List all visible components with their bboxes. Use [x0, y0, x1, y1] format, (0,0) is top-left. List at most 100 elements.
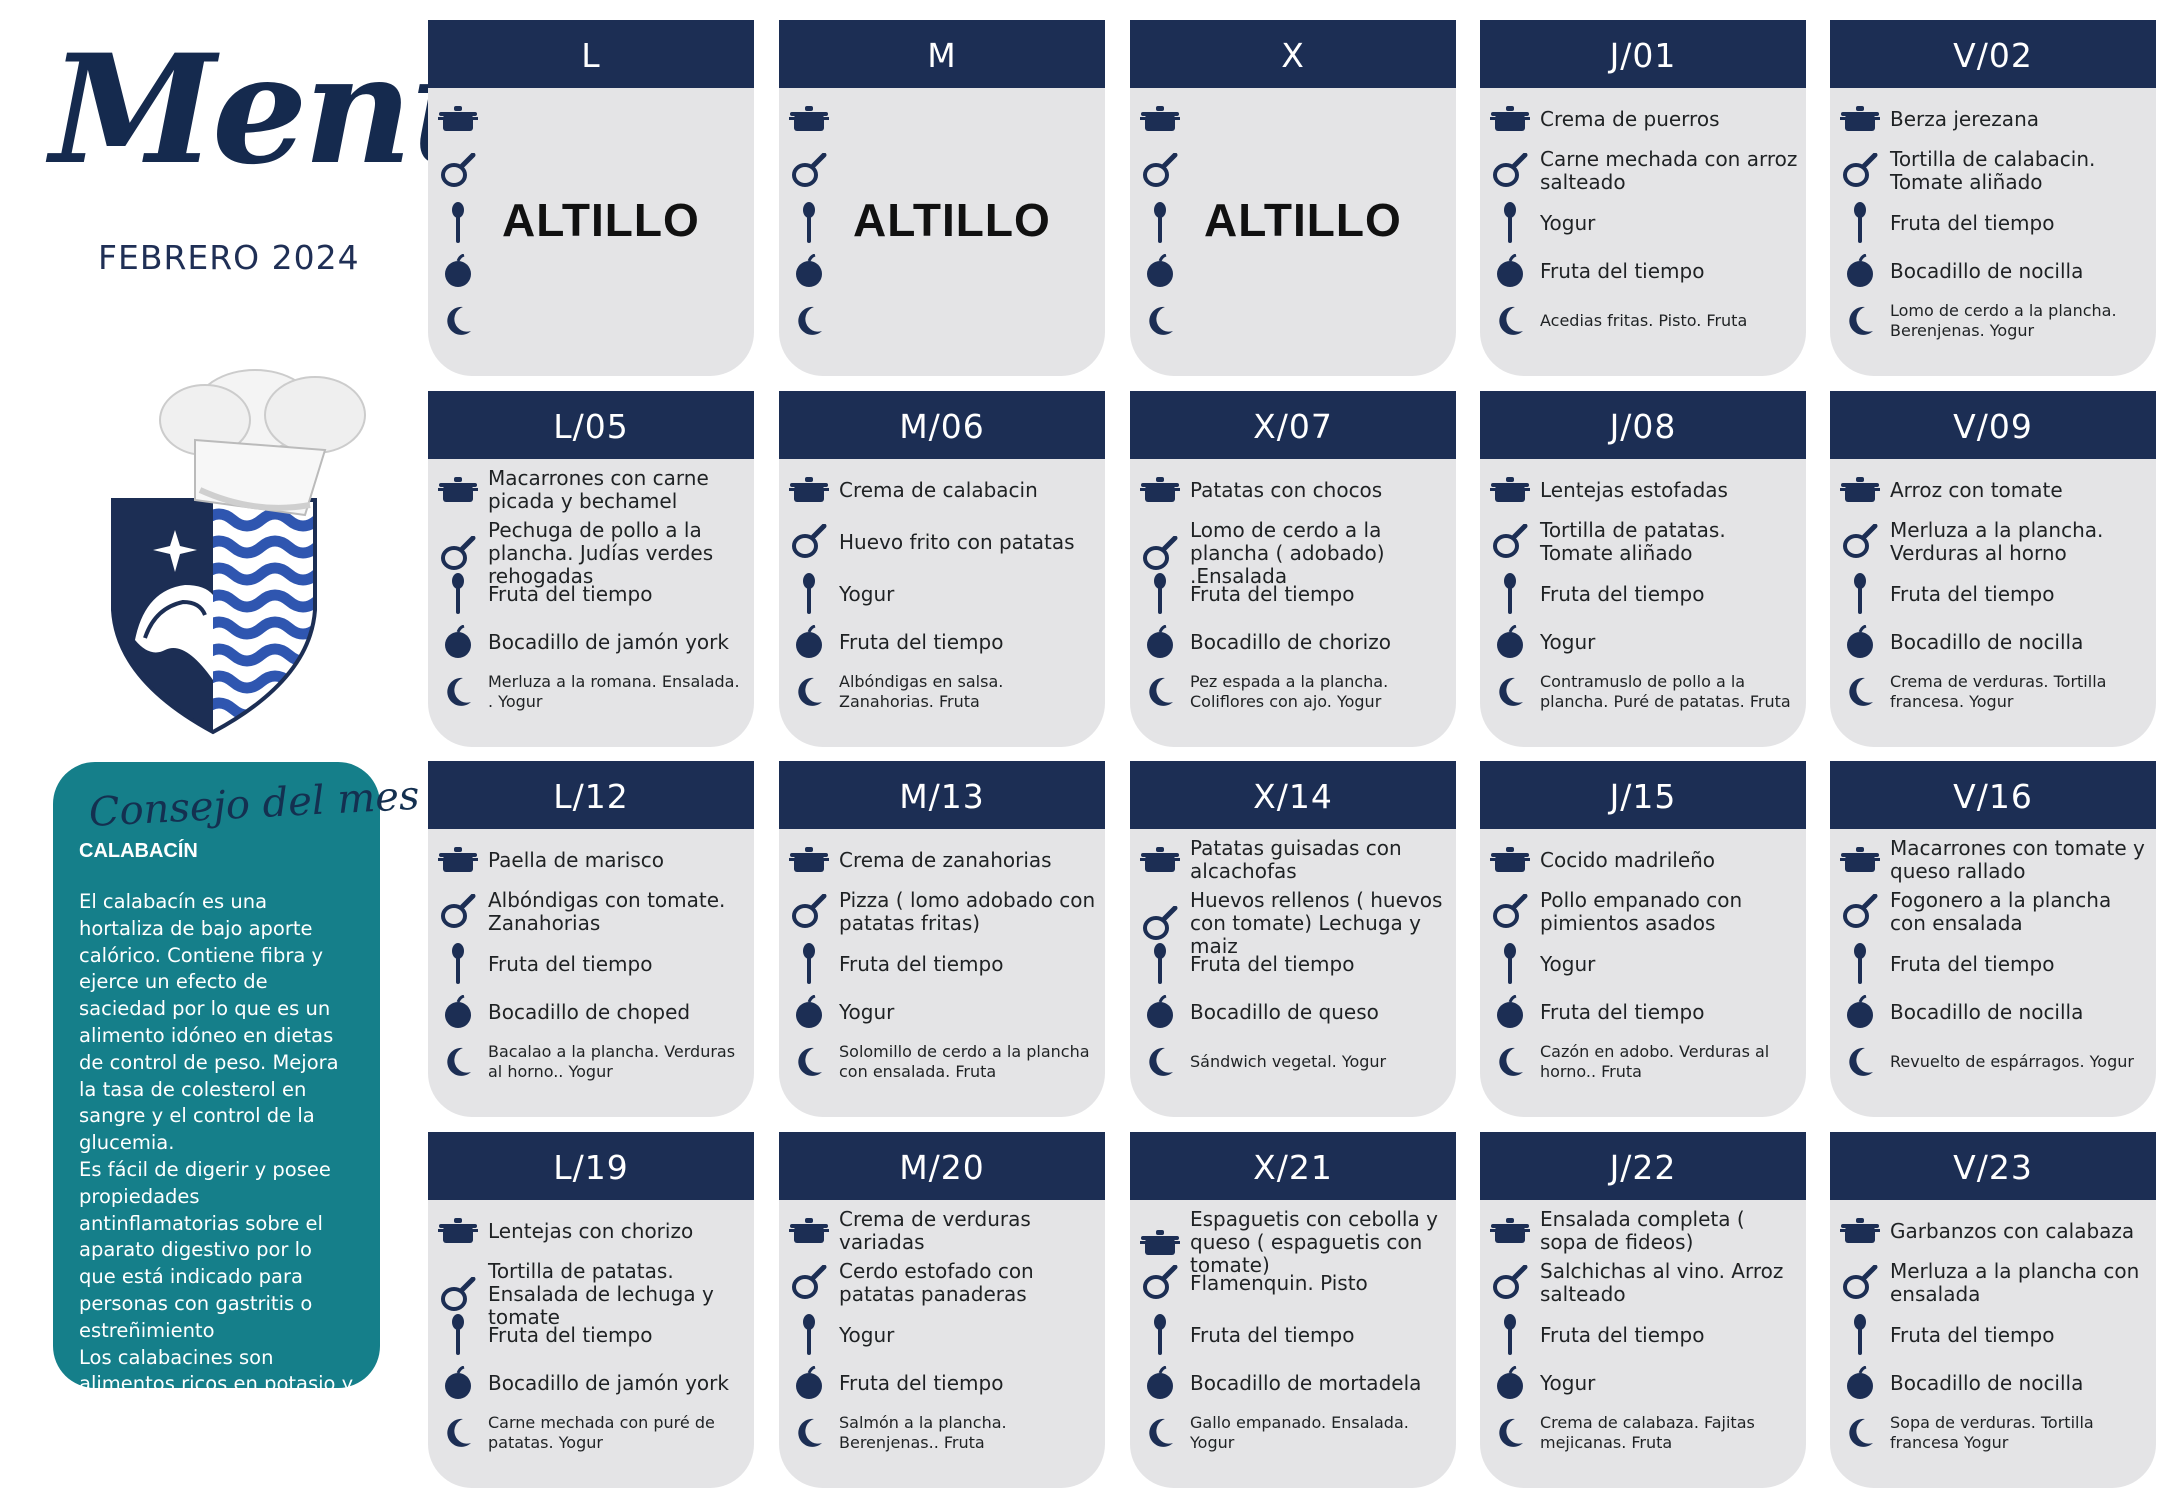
meal-row — [779, 200, 1105, 246]
meal-text: Salmón a la plancha. Berenjenas.. Fruta — [839, 1413, 1007, 1452]
day-card: X/07 Patatas con chocos Lomo de cerdo a la… — [1130, 391, 1456, 747]
meal-row: Huevo frito con patatas — [779, 519, 1105, 565]
meal-row: Fruta del tiempo — [1480, 571, 1806, 617]
apple-icon — [1130, 625, 1190, 659]
meal-text: Garbanzos con calabaza — [1890, 1218, 2135, 1243]
moon-icon — [779, 1046, 839, 1078]
frying-pan-icon — [428, 894, 488, 930]
meal-row: Lomo de cerdo a la plancha ( adobado) .E… — [1130, 519, 1456, 588]
meal-row: Salchichas al vino. Arroz salteado — [1480, 1260, 1806, 1306]
day-header: J/22 — [1480, 1132, 1806, 1200]
meal-row: Espaguetis con cebolla y queso ( espague… — [1130, 1208, 1456, 1277]
meal-row: Ensalada completa ( sopa de fideos) — [1480, 1208, 1806, 1254]
pot-icon — [1830, 1216, 1890, 1246]
moon-icon — [1830, 1417, 1890, 1449]
meal-text: Arroz con tomate — [1890, 477, 2063, 502]
frying-pan-icon — [1480, 894, 1540, 930]
meal-row — [779, 298, 1105, 344]
pot-icon — [428, 104, 488, 134]
day-meals: Crema de verduras variadas Cerdo estofado… — [779, 1200, 1105, 1488]
day-meals: ALTILLO — [779, 88, 1105, 376]
meal-text: Salchichas al vino. Arroz salteado — [1540, 1259, 1784, 1306]
day-meals: Macarrones con tomate y queso rallado Fog… — [1830, 829, 2156, 1117]
meal-text: Pollo empanado con pimientos asados — [1540, 888, 1743, 935]
meal-row — [1130, 148, 1456, 194]
meal-row: Crema de verduras. Tortilla francesa. Yo… — [1830, 669, 2156, 715]
frying-pan-icon — [428, 535, 488, 572]
meal-text: Fruta del tiempo — [1890, 1322, 2055, 1347]
meal-row: Lentejas con chorizo — [428, 1208, 754, 1254]
day-header: M/06 — [779, 391, 1105, 459]
meal-row: Albóndigas en salsa. Zanahorias. Fruta — [779, 669, 1105, 715]
day-card: X/21 Espaguetis con cebolla y queso ( esp… — [1130, 1132, 1456, 1488]
frying-pan-icon — [1130, 905, 1190, 942]
day-meals: Lentejas con chorizo Tortilla de patatas.… — [428, 1200, 754, 1488]
moon-icon — [1130, 1417, 1190, 1449]
meal-text: Fruta del tiempo — [839, 951, 1004, 976]
tip-subject: CALABACÍN — [79, 840, 198, 862]
meal-text: Huevo frito con patatas — [839, 529, 1075, 554]
meal-text: Yogur — [1540, 210, 1596, 235]
apple-icon — [1130, 1366, 1190, 1400]
meal-text: Solomillo de cerdo a la plancha con ensa… — [839, 1042, 1090, 1081]
frying-pan-icon — [779, 894, 839, 930]
meal-text: Pizza ( lomo adobado con patatas fritas) — [839, 888, 1096, 935]
day-meals: Crema de calabacin Huevo frito con patata… — [779, 459, 1105, 747]
meal-text: Lentejas con chorizo — [488, 1218, 694, 1243]
meal-row: Fruta del tiempo — [1480, 248, 1806, 294]
meal-row: Bocadillo de nocilla — [1830, 619, 2156, 665]
tip-of-month-panel: Consejo del mes CALABACÍN El calabacín e… — [53, 762, 421, 1422]
meal-row: Fruta del tiempo — [1130, 571, 1456, 617]
meal-text: Carne mechada con arroz salteado — [1540, 147, 1798, 194]
altillo-label: ALTILLO — [853, 194, 1051, 246]
meal-row: Pizza ( lomo adobado con patatas fritas) — [779, 889, 1105, 935]
pot-icon — [1130, 1228, 1190, 1258]
pot-icon — [1830, 104, 1890, 134]
spoon-icon — [428, 943, 488, 985]
day-card: V/02 Berza jerezana Tortilla de calabacin.… — [1830, 20, 2156, 376]
meal-row: Fruta del tiempo — [428, 571, 754, 617]
meal-text: Tortilla de patatas. Ensalada de lechuga… — [488, 1259, 714, 1329]
meal-text: Gallo empanado. Ensalada. Yogur — [1190, 1413, 1409, 1452]
meal-row: Patatas guisadas con alcachofas — [1130, 837, 1456, 883]
pot-icon — [1130, 475, 1190, 505]
day-card: X ALTILLO — [1130, 20, 1456, 376]
day-meals: Berza jerezana Tortilla de calabacin. Tom… — [1830, 88, 2156, 376]
day-card: L/05 Macarrones con carne picada y becham… — [428, 391, 754, 747]
meal-text: Bocadillo de queso — [1190, 999, 1379, 1024]
apple-icon — [1480, 995, 1540, 1029]
meal-text: Fruta del tiempo — [1540, 1322, 1705, 1347]
meal-row: Yogur — [779, 571, 1105, 617]
frying-pan-icon — [1830, 894, 1890, 930]
meal-row: Yogur — [1480, 1360, 1806, 1406]
meal-row: Fruta del tiempo — [1130, 1312, 1456, 1358]
meal-row — [1130, 200, 1456, 246]
meal-row: Crema de puerros — [1480, 96, 1806, 142]
meal-row — [779, 148, 1105, 194]
pot-icon — [1130, 845, 1190, 875]
meal-row: Carne mechada con puré de patatas. Yogur — [428, 1410, 754, 1456]
meal-text: Berza jerezana — [1890, 106, 2039, 131]
meal-text: Bocadillo de nocilla — [1890, 258, 2084, 283]
day-card: L ALTILLO — [428, 20, 754, 376]
meal-text: Fogonero a la plancha con ensalada — [1890, 888, 2112, 935]
meal-text: Cerdo estofado con patatas panaderas — [839, 1259, 1034, 1306]
meal-text: Fruta del tiempo — [488, 581, 653, 606]
meal-text: Crema de verduras variadas — [839, 1207, 1031, 1254]
frying-pan-icon — [1480, 1265, 1540, 1301]
meal-row: Bocadillo de nocilla — [1830, 1360, 2156, 1406]
frying-pan-icon — [1830, 524, 1890, 560]
meal-text: Yogur — [839, 581, 895, 606]
pot-icon — [1480, 104, 1540, 134]
meal-text: Lomo de cerdo a la plancha. Berenjenas. … — [1890, 301, 2117, 340]
meal-row: Fruta del tiempo — [779, 1360, 1105, 1406]
spoon-icon — [1130, 202, 1190, 244]
moon-icon — [1130, 305, 1190, 337]
pot-icon — [1130, 104, 1190, 134]
meal-row: Fogonero a la plancha con ensalada — [1830, 889, 2156, 935]
meal-row — [1130, 96, 1456, 142]
apple-icon — [1130, 254, 1190, 288]
meal-row: Fruta del tiempo — [428, 941, 754, 987]
pot-icon — [1830, 845, 1890, 875]
meal-text: Fruta del tiempo — [488, 1322, 653, 1347]
